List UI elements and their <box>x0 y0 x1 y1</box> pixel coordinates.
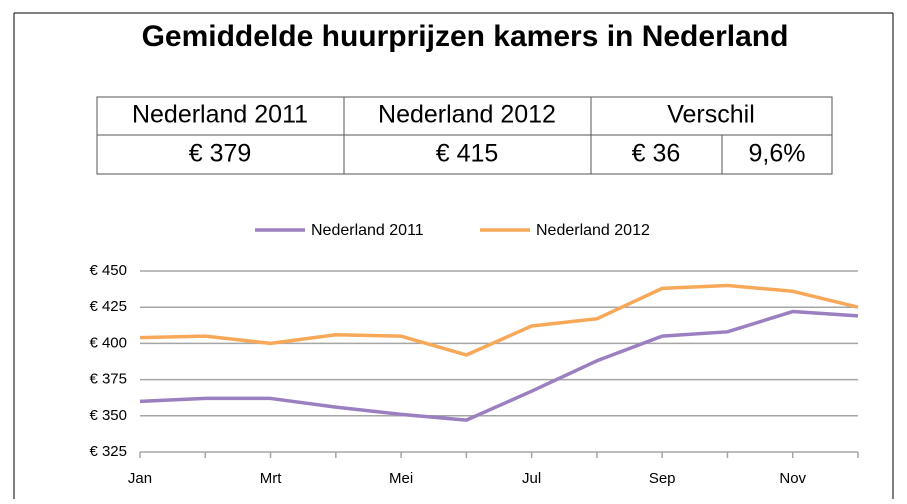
x-tick-label: Sep <box>649 470 676 487</box>
x-tick-label: Jul <box>522 470 541 487</box>
y-tick-label: € 425 <box>89 298 127 315</box>
y-tick-label: € 325 <box>89 443 127 460</box>
table-cell: € 36 <box>632 140 681 168</box>
table-header: Verschil <box>667 101 755 129</box>
x-tick-label: Jan <box>128 470 152 487</box>
table-grid <box>96 96 833 175</box>
line-series <box>139 283 859 357</box>
y-tick-label: € 350 <box>89 407 127 424</box>
x-tick-label: Mei <box>389 470 413 487</box>
table: Nederland 2011 Nederland 2012 Verschil €… <box>132 101 806 168</box>
table-cell: € 415 <box>436 140 499 168</box>
legend-label: Nederland 2012 <box>536 222 650 239</box>
chart-title: Gemiddelde huurprijzen kamers in Nederla… <box>142 20 789 53</box>
table-header: Nederland 2011 <box>132 101 308 129</box>
line-series <box>139 309 859 422</box>
x-tick-label: Mrt <box>260 470 282 487</box>
x-tick-label: Nov <box>779 470 806 487</box>
table-cell: € 379 <box>189 140 252 168</box>
table-header: Nederland 2012 <box>378 101 556 129</box>
y-tick-label: € 450 <box>89 262 127 279</box>
y-tick-label: € 375 <box>89 371 127 388</box>
table-cell: 9,6% <box>749 140 806 168</box>
legend-label: Nederland 2011 <box>311 222 424 239</box>
y-tick-label: € 400 <box>89 334 127 351</box>
